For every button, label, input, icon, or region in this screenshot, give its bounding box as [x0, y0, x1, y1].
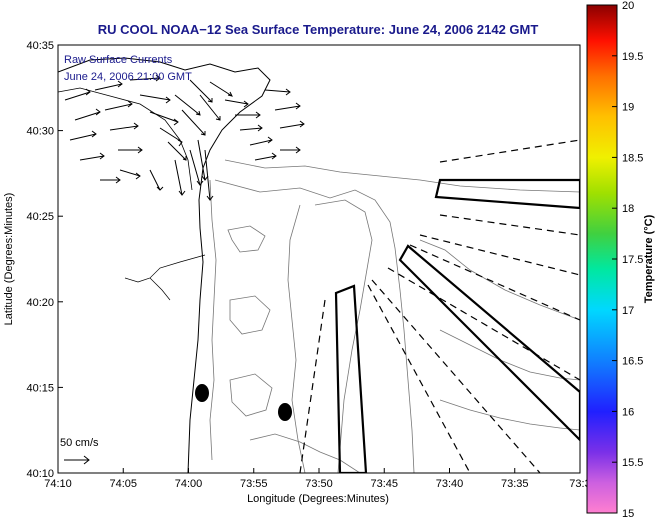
colorbar-tick-label: 19: [622, 102, 634, 114]
x-tick-label: 73:50: [305, 478, 333, 490]
y-axis-label: Latitude (Degrees:Minutes): [3, 193, 15, 326]
annotation-line-2: June 24, 2006 21:00 GMT: [64, 71, 192, 83]
colorbar-tick-label: 19.5: [622, 51, 643, 63]
coastline: [58, 57, 271, 473]
scale-arrow: [64, 455, 90, 465]
colorbar-tick-label: 17: [622, 305, 634, 317]
plot-frame: [57, 44, 581, 474]
colorbar-tick-label: 16.5: [622, 356, 643, 368]
colorbar-tick-label: 15.5: [622, 457, 643, 469]
x-axis: 74:10 74:05 74:00 73:55 73:50 73:45 73:40 73:35…: [44, 468, 591, 490]
y-tick-label: 40:25: [26, 211, 54, 223]
map-layer: [58, 57, 580, 473]
y-tick-label: 40:30: [26, 126, 54, 138]
colorbar-tick-label: 20: [622, 0, 634, 12]
x-tick-label: 73:3: [569, 478, 590, 490]
radar-beams: [334, 178, 580, 473]
x-tick-label: 74:10: [44, 478, 72, 490]
colorbar-ticks: 20 19.5 19 18.5 18 17.5 17 16.5 16 15.5 15: [612, 0, 643, 518]
x-tick-label: 73:45: [370, 478, 398, 490]
colorbar-tick-label: 18.5: [622, 152, 643, 164]
y-tick-label: 40:10: [26, 468, 54, 480]
colorbar-tick-label: 18: [622, 203, 634, 215]
x-tick-label: 74:00: [175, 478, 203, 490]
radial-lines: [299, 139, 580, 473]
colorbar-tick-label: 15: [622, 508, 634, 518]
station-marker: [278, 403, 292, 421]
sst-contours: [209, 159, 580, 473]
y-tick-label: 40:35: [26, 40, 54, 52]
inner-bay-outline: [58, 87, 193, 191]
y-tick-label: 40:20: [26, 297, 54, 309]
x-tick-label: 73:35: [501, 478, 529, 490]
colorbar-tick-label: 16: [622, 406, 634, 418]
chart-title: RU COOL NOAA−12 Sea Surface Temperature:…: [98, 22, 539, 37]
river-outline: [124, 254, 206, 301]
x-tick-label: 74:05: [109, 478, 137, 490]
x-axis-label: Longitude (Degrees:Minutes): [247, 493, 389, 505]
x-tick-label: 73:40: [436, 478, 464, 490]
y-tick-label: 40:15: [26, 382, 54, 394]
y-axis: 40:35 40:30 40:25 40:20 40:15 40:10: [26, 40, 63, 480]
colorbar-label: Temperature (°C): [643, 214, 655, 303]
x-tick-label: 73:55: [240, 478, 268, 490]
scale-label: 50 cm/s: [60, 437, 99, 449]
current-vectors: [64, 74, 305, 201]
colorbar-tick-label: 17.5: [622, 254, 643, 266]
annotation-line-1: Raw Surface Currents: [64, 54, 173, 66]
station-marker: [195, 384, 209, 402]
